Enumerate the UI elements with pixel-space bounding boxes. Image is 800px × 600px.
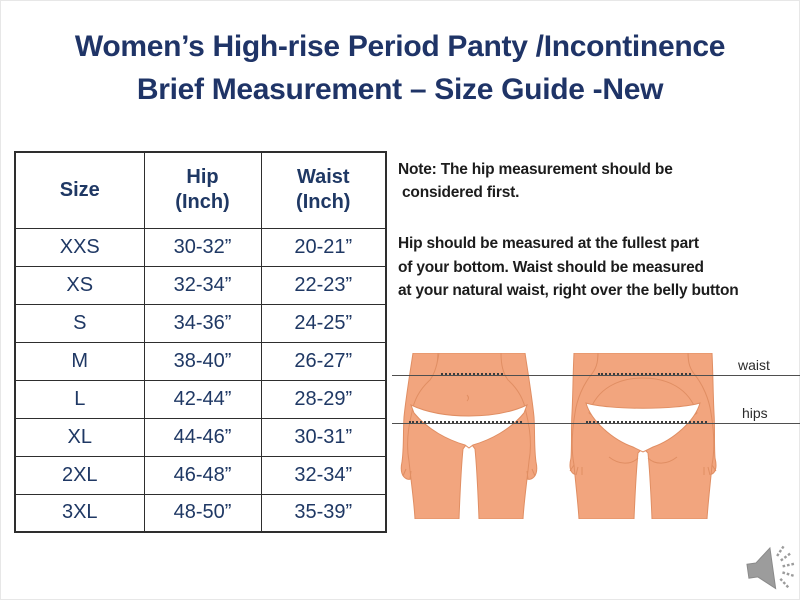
hip-cell: 30-32”: [143, 227, 262, 267]
waist-cell: 28-29”: [260, 379, 387, 419]
left-hand-fingers: [402, 468, 412, 480]
left-hand-fingers: [569, 464, 583, 476]
waist-guide-line: [392, 375, 800, 376]
front-view-figure: [400, 353, 538, 519]
right-hand-fingers: [526, 468, 536, 480]
note-primary-line1: Note: The hip measurement should be: [398, 161, 673, 178]
header-size-label: Size: [59, 178, 100, 201]
hips-label: hips: [742, 405, 768, 421]
speaker-icon[interactable]: [742, 544, 800, 596]
size-cell: S: [14, 303, 145, 343]
right-hand-fingers: [703, 464, 717, 476]
size-cell: XS: [14, 265, 145, 305]
header-waist-sub: (Inch): [296, 191, 351, 214]
hips-guide-line: [392, 423, 800, 424]
hips-dotted-line-front: [409, 421, 522, 423]
note-secondary: Hip should be measured at the fullest pa…: [398, 232, 796, 303]
table-row: 3XL 48-50” 35-39”: [14, 493, 387, 533]
waist-cell: 32-34”: [260, 455, 387, 495]
size-cell: L: [14, 379, 145, 419]
hip-cell: 38-40”: [143, 341, 262, 381]
back-view-figure: [569, 353, 717, 519]
size-guide-table: Size Hip (Inch) Waist (Inch) XXS 30-32” …: [14, 151, 387, 533]
size-cell: XL: [14, 417, 145, 457]
table-row: L 42-44” 28-29”: [14, 379, 387, 419]
waist-dotted-line-front: [441, 373, 503, 375]
size-cell: 3XL: [14, 493, 145, 533]
note-secondary-line1: Hip should be measured at the fullest pa…: [398, 235, 699, 252]
underwear-back: [585, 402, 701, 453]
page-title: Women’s High-rise Period Panty /Incontin…: [1, 25, 799, 111]
waist-cell: 35-39”: [260, 493, 387, 533]
table-row: XXS 30-32” 20-21”: [14, 227, 387, 267]
hip-cell: 32-34”: [143, 265, 262, 305]
waist-dotted-line-back: [598, 373, 691, 375]
navel-icon: [466, 394, 469, 402]
hip-cell: 46-48”: [143, 455, 262, 495]
header-hip-label: Hip: [186, 166, 219, 189]
table-row: S 34-36” 24-25”: [14, 303, 387, 343]
hip-cell: 34-36”: [143, 303, 262, 343]
buttock-creases: [608, 456, 678, 464]
size-cell: 2XL: [14, 455, 145, 495]
header-hip: Hip (Inch): [143, 151, 262, 229]
waist-cell: 24-25”: [260, 303, 387, 343]
waist-cell: 30-31”: [260, 417, 387, 457]
hip-cell: 42-44”: [143, 379, 262, 419]
waist-label: waist: [738, 357, 770, 373]
hips-dotted-line-back: [586, 421, 707, 423]
speaker-body: [746, 546, 777, 590]
note-primary-line2: considered first.: [402, 184, 520, 201]
table-row: 2XL 46-48” 32-34”: [14, 455, 387, 495]
waist-cell: 26-27”: [260, 341, 387, 381]
waist-cell: 22-23”: [260, 265, 387, 305]
table-header-row: Size Hip (Inch) Waist (Inch): [14, 151, 387, 229]
page-title-line2: Brief Measurement – Size Guide -New: [136, 73, 664, 106]
underwear-front: [410, 404, 528, 449]
waist-cell: 20-21”: [260, 227, 387, 267]
page-title-line1: Women’s High-rise Period Panty /Incontin…: [74, 30, 726, 63]
hip-cell: 48-50”: [143, 493, 262, 533]
header-hip-sub: (Inch): [175, 191, 230, 214]
table-row: XL 44-46” 30-31”: [14, 417, 387, 457]
speaker-sound-waves: [776, 545, 796, 589]
table-row: M 38-40” 26-27”: [14, 341, 387, 381]
note-secondary-line3: at your natural waist, right over the be…: [398, 282, 739, 299]
table-row: XS 32-34” 22-23”: [14, 265, 387, 305]
hip-cell: 44-46”: [143, 417, 262, 457]
note-primary: Note: The hip measurement should be cons…: [398, 158, 796, 204]
header-waist-label: Waist: [296, 166, 350, 189]
size-cell: M: [14, 341, 145, 381]
header-size: Size: [14, 151, 145, 229]
size-cell: XXS: [14, 227, 145, 267]
header-waist: Waist (Inch): [260, 151, 387, 229]
note-secondary-line2: of your bottom. Waist should be measured: [398, 258, 704, 276]
